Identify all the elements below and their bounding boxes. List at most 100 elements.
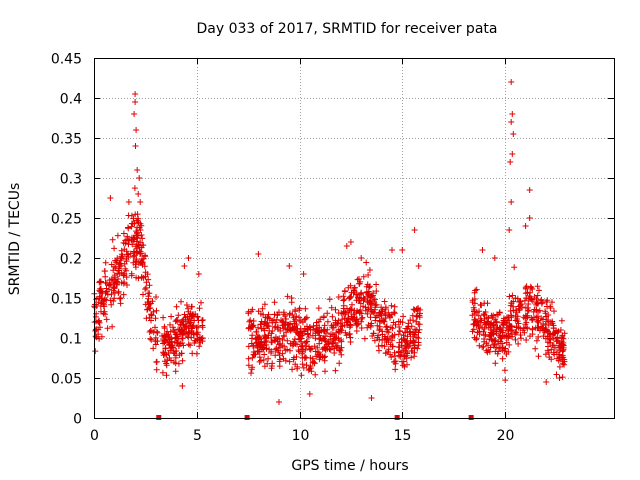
data-point [548,356,555,363]
data-point [125,237,132,244]
data-point [400,358,407,365]
data-point [257,341,263,348]
data-point [492,360,499,367]
data-point [293,353,300,360]
data-point [102,279,109,286]
data-point [520,325,527,331]
data-points [91,79,568,405]
data-point [561,361,568,368]
data-point [558,317,565,324]
data-point [131,252,138,259]
data-point [101,308,108,315]
data-point [526,215,533,221]
data-point [245,355,252,362]
data-point [152,315,159,322]
data-point [284,293,291,300]
data-point [118,254,125,261]
data-point [193,350,200,357]
data-point [517,332,524,338]
data-point [179,357,186,364]
data-point [332,319,339,326]
data-point [341,296,348,303]
data-point [286,358,293,365]
data-point [542,351,549,358]
data-point [255,335,262,342]
data-point [411,307,418,313]
data-point [472,317,479,323]
data-point [508,79,515,85]
data-point [346,295,353,302]
data-point [395,348,402,355]
data-point [263,337,270,344]
data-point [104,325,111,332]
data-point [191,317,198,324]
data-point [559,352,566,359]
data-point [353,316,360,322]
data-point [474,329,481,336]
data-point [135,275,142,282]
data-point [167,321,173,328]
data-point [391,309,397,316]
data-point [469,312,476,319]
data-point [391,303,398,310]
data-point [535,333,542,340]
data-point [543,379,550,385]
data-point [383,323,390,330]
data-point [495,311,502,318]
data-point [389,247,395,253]
data-point [138,222,145,229]
data-point [285,321,292,328]
x-tick-label: 15 [394,428,412,444]
y-tick-label: 0.35 [51,132,82,148]
data-point [315,329,321,335]
data-point [337,329,344,335]
data-point [131,185,138,192]
data-point [298,372,305,379]
data-point [410,317,417,324]
data-point [506,227,513,233]
x-tick-label: 20 [497,428,515,444]
data-point [535,353,542,360]
data-point [400,313,407,320]
data-point [368,306,375,313]
data-point [134,167,141,173]
data-point [381,343,388,350]
data-point [102,273,109,280]
data-point [379,317,386,324]
data-point [103,285,110,292]
data-point [404,341,411,348]
data-point [168,344,175,351]
data-point [533,337,540,344]
data-point [279,350,286,357]
data-point [132,91,139,97]
data-point [529,326,536,333]
data-point [283,326,289,333]
data-point [349,301,355,308]
data-point [490,331,497,338]
data-point [376,327,383,334]
data-point [356,280,363,287]
data-point [549,342,556,349]
data-point [143,279,150,286]
data-point [558,338,565,345]
data-point [544,347,551,354]
data-point [103,316,110,323]
data-point [125,225,132,232]
data-point [132,99,139,105]
data-point [358,255,365,261]
data-point [276,399,282,405]
data-point [550,325,557,331]
data-point [131,111,138,117]
data-gap-markers [156,415,474,420]
data-point [140,291,146,298]
data-point [150,345,157,352]
data-point [115,267,122,274]
data-point [347,294,353,301]
data-point [294,363,301,370]
data-point [303,338,310,345]
data-point [116,271,123,277]
data-point [95,331,102,338]
data-point [271,311,278,318]
data-point [317,354,324,361]
data-point [291,324,298,331]
